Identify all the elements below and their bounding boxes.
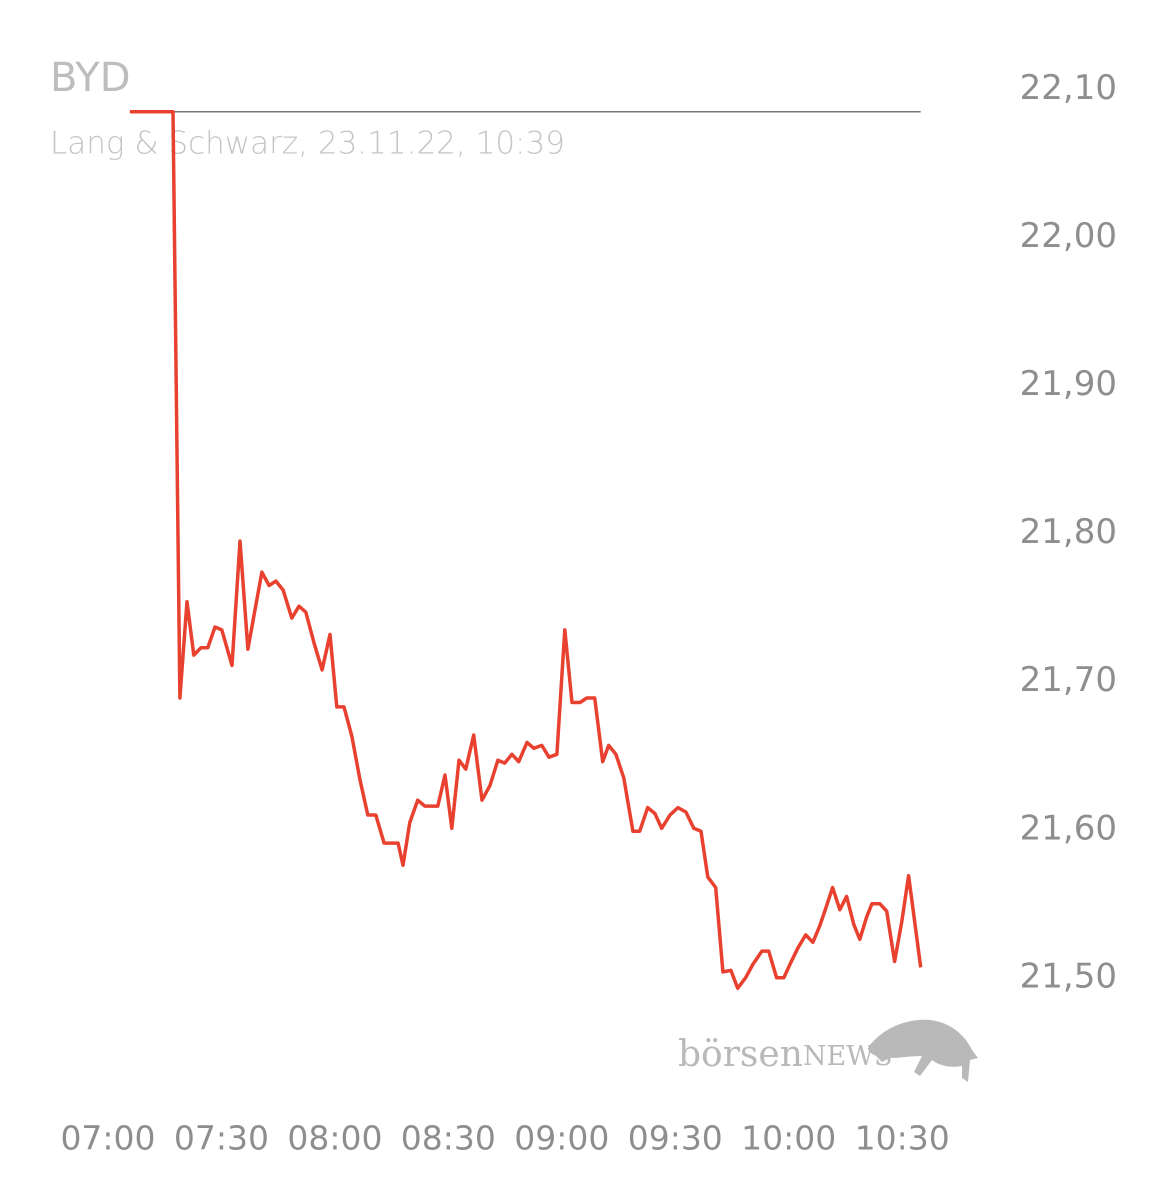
watermark: börsenNEWS bbox=[678, 1019, 978, 1082]
chart-subtitle: Lang & Schwarz, 23.11.22, 10:39 bbox=[50, 126, 565, 162]
chart-title: BYD bbox=[50, 55, 131, 101]
watermark-bull bbox=[868, 1019, 978, 1082]
x-tick-label: 08:00 bbox=[287, 1119, 382, 1158]
x-tick-label: 07:30 bbox=[174, 1119, 269, 1158]
watermark-prefix-text: börsen bbox=[678, 1034, 803, 1075]
y-tick-label: 22,10 bbox=[1020, 68, 1117, 108]
y-tick-label: 22,00 bbox=[1020, 216, 1117, 256]
x-tick-label: 10:30 bbox=[855, 1119, 950, 1158]
y-tick-label: 21,50 bbox=[1020, 956, 1117, 996]
x-tick-label: 07:00 bbox=[60, 1119, 155, 1158]
watermark-prefix: börsenNEWS bbox=[678, 1034, 893, 1075]
x-tick-label: 09:00 bbox=[514, 1119, 609, 1158]
y-tick-label: 21,60 bbox=[1020, 808, 1117, 848]
price-line bbox=[129, 110, 923, 990]
y-tick-label: 21,90 bbox=[1020, 364, 1117, 404]
y-tick-label: 21,70 bbox=[1020, 660, 1117, 700]
x-tick-label: 10:00 bbox=[741, 1119, 836, 1158]
x-tick-label: 09:30 bbox=[628, 1119, 723, 1158]
x-tick-label: 08:30 bbox=[401, 1119, 496, 1158]
y-tick-label: 21,80 bbox=[1020, 512, 1117, 552]
